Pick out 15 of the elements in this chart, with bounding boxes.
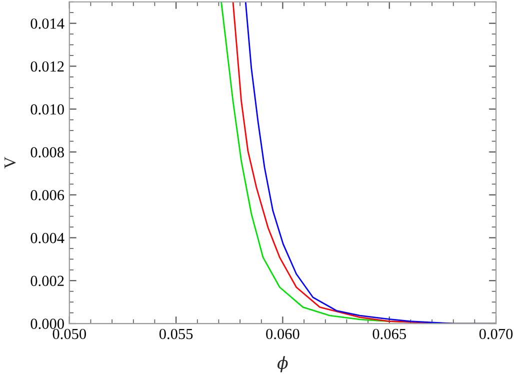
y-tick-label: 0.008 — [30, 147, 64, 158]
x-axis-title: ϕ — [277, 356, 288, 372]
y-tick-label: 0.002 — [30, 276, 64, 286]
y-tick-label: 0.000 — [30, 318, 64, 330]
x-tick-label: 0.070 — [479, 328, 513, 340]
y-axis-title: V — [4, 156, 16, 169]
x-tick-label: 0.060 — [266, 328, 300, 340]
x-tick-label: 0.065 — [372, 328, 406, 340]
y-tick-label: 0.006 — [30, 190, 64, 200]
x-tick-label: 0.050 — [52, 328, 86, 340]
y-tick-label: 0.014 — [30, 18, 64, 29]
x-tick-label: 0.055 — [159, 328, 193, 340]
y-tick-label: 0.010 — [30, 104, 64, 115]
y-tick-label: 0.004 — [30, 232, 64, 244]
y-tick-label: 0.012 — [30, 61, 64, 72]
